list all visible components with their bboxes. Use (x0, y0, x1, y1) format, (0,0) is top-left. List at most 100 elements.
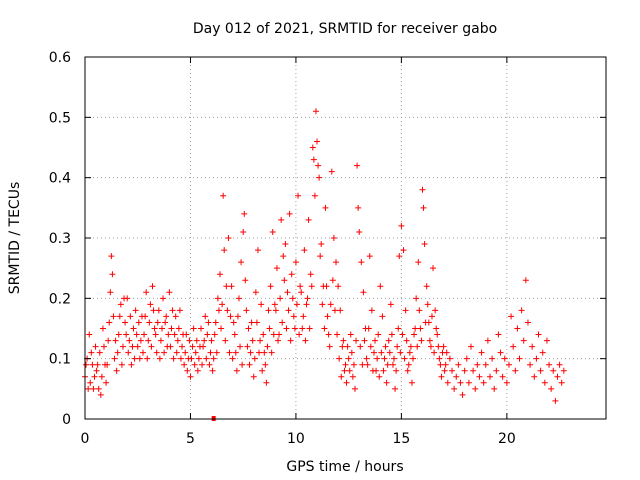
data-point (295, 192, 302, 199)
x-tick-label: 15 (392, 431, 410, 447)
data-point (554, 373, 561, 380)
data-point (114, 349, 121, 356)
data-point (150, 307, 157, 314)
data-point (134, 343, 141, 350)
x-tick-label: 20 (498, 431, 516, 447)
data-point (257, 337, 264, 344)
data-point (436, 355, 443, 362)
data-point (212, 319, 219, 326)
data-point (210, 355, 217, 362)
data-point (400, 247, 407, 254)
data-point (302, 337, 309, 344)
data-point (336, 355, 343, 362)
data-point (355, 204, 362, 211)
data-point (520, 337, 527, 344)
data-point (442, 361, 449, 368)
data-point (378, 349, 385, 356)
data-point (171, 331, 178, 338)
data-point (247, 349, 254, 356)
data-point (416, 307, 423, 314)
data-point (412, 325, 419, 332)
data-point (104, 361, 111, 368)
data-point (539, 349, 546, 356)
data-point (360, 289, 367, 296)
data-point (463, 355, 470, 362)
data-point (207, 349, 214, 356)
data-point (179, 343, 186, 350)
data-point (272, 307, 279, 314)
data-point (130, 325, 137, 332)
data-point (437, 361, 444, 368)
data-point (211, 331, 218, 338)
data-point (330, 235, 337, 241)
data-point (275, 337, 282, 344)
data-point (510, 343, 517, 350)
x-tick-label: 0 (81, 431, 90, 447)
data-point (143, 289, 150, 296)
data-point (380, 367, 387, 374)
data-point (158, 325, 165, 332)
data-point (508, 313, 515, 320)
data-point (342, 361, 349, 368)
data-point (347, 331, 354, 338)
data-point (115, 331, 122, 338)
x-tick-label: 10 (287, 431, 305, 447)
data-point (420, 204, 427, 211)
y-tick-label: 0.1 (49, 352, 71, 368)
data-point (489, 355, 496, 362)
data-point (85, 385, 92, 392)
data-point (407, 343, 414, 350)
data-point (187, 373, 194, 380)
data-point (168, 325, 175, 332)
data-point (403, 337, 410, 344)
data-point (170, 355, 177, 362)
data-point (271, 301, 278, 308)
data-point (253, 319, 260, 326)
data-point (97, 391, 104, 398)
data-point (149, 283, 156, 290)
data-point (252, 289, 259, 296)
data-point (189, 343, 196, 350)
data-point (415, 259, 422, 266)
data-point (172, 313, 179, 320)
data-point (146, 319, 153, 326)
data-point (558, 379, 565, 386)
data-point (121, 295, 128, 302)
data-point (552, 397, 559, 404)
data-point (382, 343, 389, 350)
data-point (512, 367, 519, 374)
data-point (329, 277, 336, 284)
data-point (341, 367, 348, 374)
data-point (550, 367, 557, 374)
data-point (375, 331, 382, 338)
data-point (397, 349, 404, 356)
data-point (476, 373, 483, 380)
data-point (99, 325, 106, 332)
data-point (486, 373, 493, 380)
data-point (465, 379, 472, 386)
data-point (350, 361, 357, 368)
data-point (503, 379, 510, 386)
data-point (533, 355, 540, 362)
data-point (147, 301, 154, 308)
data-point (372, 337, 379, 344)
data-point (402, 307, 409, 314)
data-point (343, 379, 350, 386)
data-point (385, 337, 392, 344)
data-point (153, 349, 160, 356)
data-point (387, 301, 394, 308)
data-point (125, 349, 132, 356)
data-point (281, 277, 288, 284)
data-point (279, 319, 286, 326)
data-point (449, 367, 456, 374)
data-point (182, 349, 189, 356)
data-point (234, 313, 241, 320)
data-point (186, 337, 193, 344)
data-point (478, 349, 485, 356)
data-point (222, 337, 229, 344)
data-point (316, 174, 323, 181)
data-point (93, 367, 100, 374)
data-point (111, 355, 118, 362)
data-point (237, 343, 244, 350)
data-point (259, 367, 266, 374)
